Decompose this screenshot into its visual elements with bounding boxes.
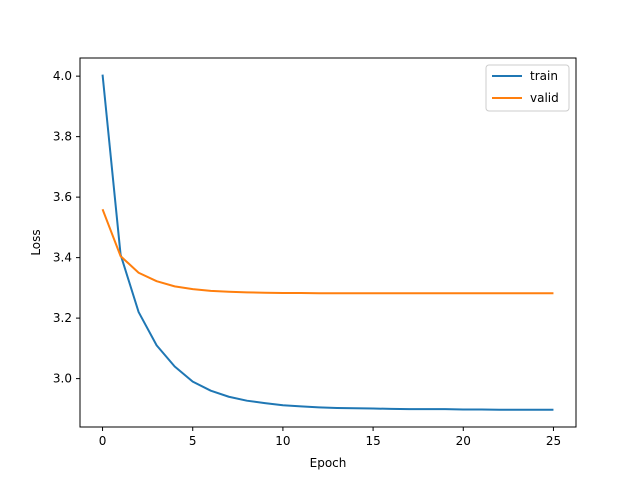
x-tick-label: 20: [456, 434, 471, 448]
y-axis: 3.0 3.2 3.4 3.6 3.8 4.0: [53, 69, 80, 386]
y-axis-label: Loss: [29, 229, 43, 255]
series-line-valid: [101, 208, 554, 295]
x-tick-label: 25: [546, 434, 561, 448]
x-tick-label: 0: [99, 434, 107, 448]
legend: train valid: [485, 64, 570, 112]
plot-area: [101, 74, 554, 411]
series-line-train: [101, 74, 554, 411]
y-tick-label: 3.6: [53, 190, 72, 204]
y-tick-label: 3.4: [53, 251, 72, 265]
x-tick-label: 15: [365, 434, 380, 448]
x-tick-label: 5: [189, 434, 197, 448]
y-tick-label: 4.0: [53, 69, 72, 83]
legend-label-valid: valid: [530, 91, 559, 105]
y-tick-label: 3.0: [53, 372, 72, 386]
x-axis-label: Epoch: [310, 456, 347, 470]
legend-label-train: train: [530, 69, 558, 83]
x-tick-label: 10: [275, 434, 290, 448]
axes-frame: [79, 57, 577, 428]
y-tick-label: 3.2: [53, 311, 72, 325]
y-tick-label: 3.8: [53, 130, 72, 144]
x-axis: 0 5 10 15 20 25: [99, 427, 561, 448]
